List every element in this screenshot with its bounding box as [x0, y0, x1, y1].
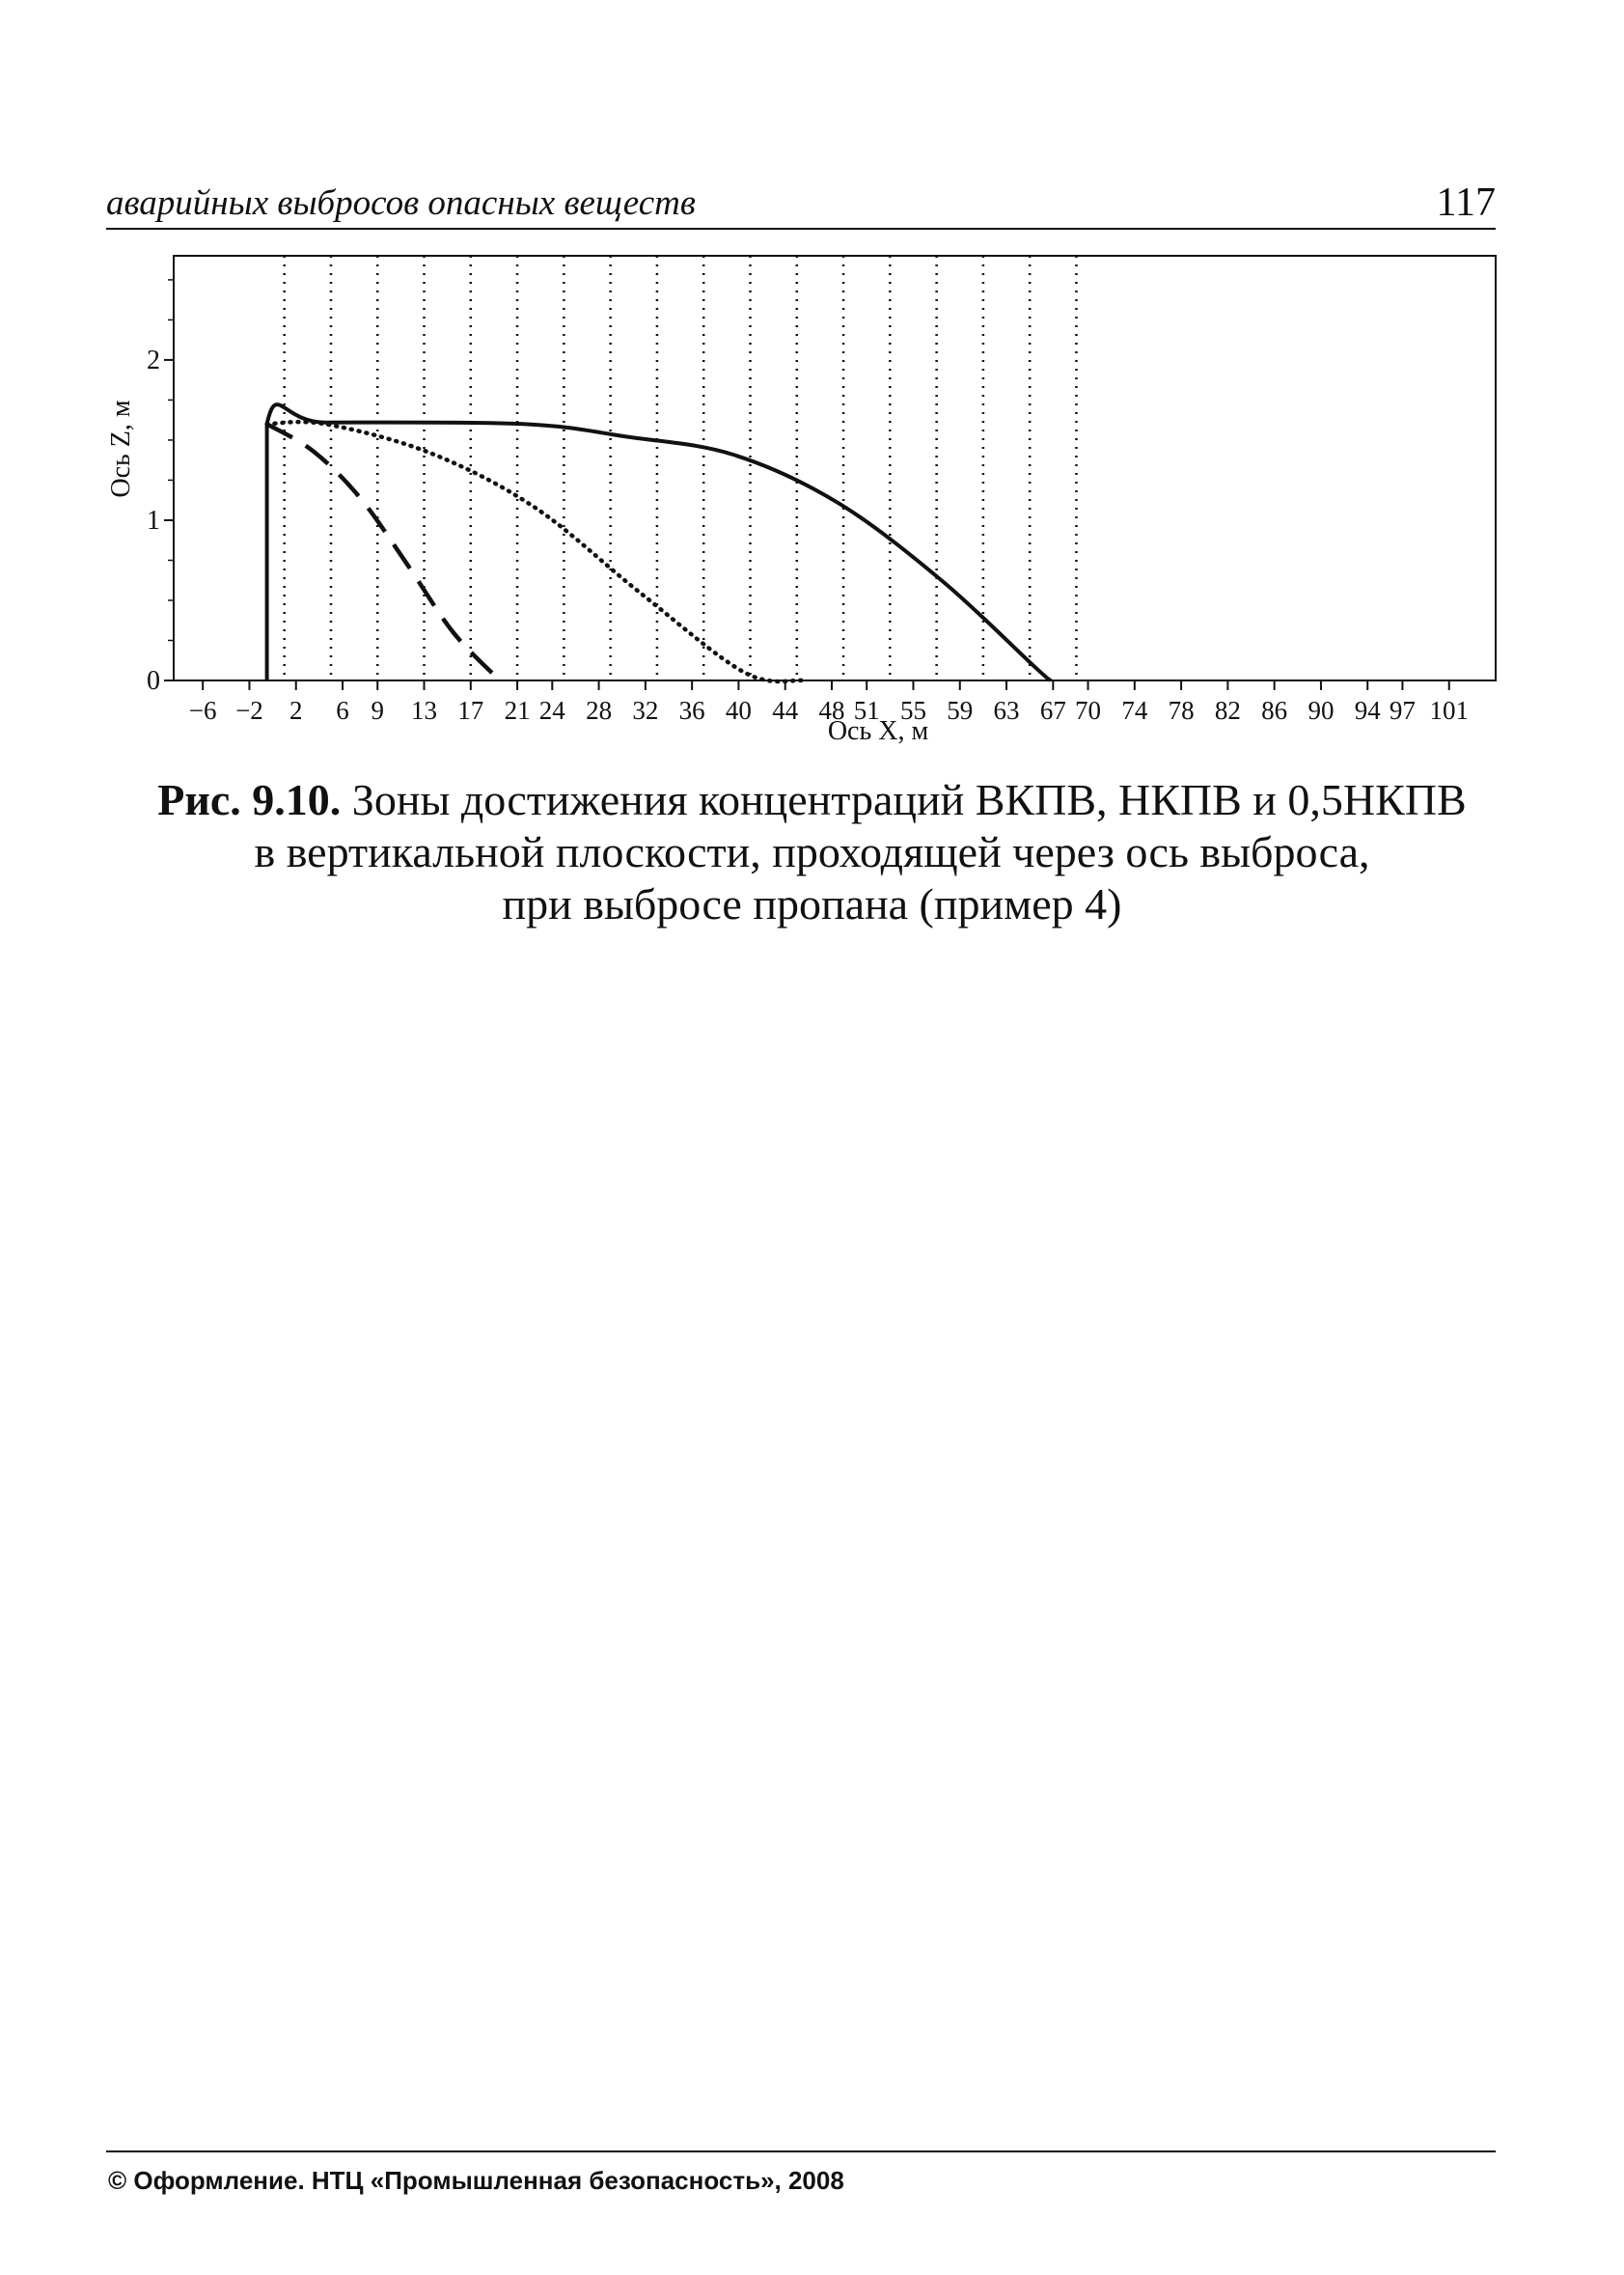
figure-caption: Рис. 9.10. Зоны достижения концентраций …: [0, 774, 1624, 930]
x-tick-label: 36: [679, 696, 705, 725]
x-tick-label: 101: [1429, 696, 1469, 725]
y-tick-label: 0: [147, 666, 160, 696]
x-tick-label: 63: [994, 696, 1020, 725]
y-axis-label: Ось Z, м: [106, 400, 136, 498]
x-tick-label: 17: [457, 696, 483, 725]
x-tick-label: 86: [1261, 696, 1287, 725]
x-tick-label: 9: [371, 696, 384, 725]
series-line-solid: [264, 402, 1053, 682]
x-tick-label: 13: [411, 696, 437, 725]
x-tick-label: 40: [726, 696, 752, 725]
x-tick-label: 94: [1355, 696, 1382, 725]
x-tick-label: 55: [900, 696, 926, 725]
figure-number: Рис. 9.10.: [157, 775, 342, 824]
x-tick-label: 90: [1307, 696, 1334, 725]
running-title: аварийных выбросов опасных веществ: [106, 183, 696, 223]
footer-copyright: © Оформление. НТЦ «Промышленная безопасн…: [108, 2166, 844, 2195]
x-tick-label: 74: [1121, 696, 1148, 725]
caption-line-2: в вертикальной плоскости, проходящей чер…: [254, 827, 1370, 876]
x-tick-label: 28: [586, 696, 612, 725]
series-line-dotted: [264, 419, 806, 684]
header-rule: [106, 228, 1496, 230]
x-tick-label: 6: [336, 696, 349, 725]
x-tick-label: 24: [539, 696, 566, 725]
x-tick-label: 78: [1169, 696, 1195, 725]
caption-line-1: Рис. 9.10. Зоны достижения концентраций …: [0, 774, 1624, 826]
x-tick-label: 51: [854, 696, 880, 725]
y-tick-label: 2: [147, 346, 160, 375]
x-tick-label: 32: [632, 696, 658, 725]
x-tick-label: 21: [505, 696, 531, 725]
x-tick-label: 59: [947, 696, 973, 725]
footer-rule: [106, 2150, 1496, 2152]
x-axis-label: Ось X, м: [828, 716, 929, 746]
x-tick-label: −6: [189, 696, 217, 725]
series-line-dashed: [265, 422, 502, 682]
x-tick-label: 48: [818, 696, 844, 725]
caption-line-1-text: Зоны достижения концентраций ВКПВ, НКПВ …: [341, 775, 1467, 824]
x-tick-label: 44: [772, 696, 799, 725]
x-tick-label: −2: [235, 696, 263, 725]
x-tick-label: 70: [1075, 696, 1101, 725]
x-tick-label: 67: [1040, 696, 1066, 725]
caption-line-3: при выбросе пропана (пример 4): [502, 879, 1122, 929]
x-tick-label: 2: [289, 696, 303, 725]
plot-frame: [173, 255, 1497, 681]
figure-chart: −6 −2 2 6 9 13 17 21 24 28 32 36 40 44 48 51 55 59 63 67 70 7…: [106, 255, 1497, 746]
page-number: 117: [1436, 180, 1496, 225]
running-head: аварийных выбросов опасных веществ 117: [106, 176, 1496, 230]
y-tick-label: 1: [147, 506, 160, 536]
x-tick-label: 97: [1390, 696, 1416, 725]
x-tick-label: 82: [1215, 696, 1241, 725]
